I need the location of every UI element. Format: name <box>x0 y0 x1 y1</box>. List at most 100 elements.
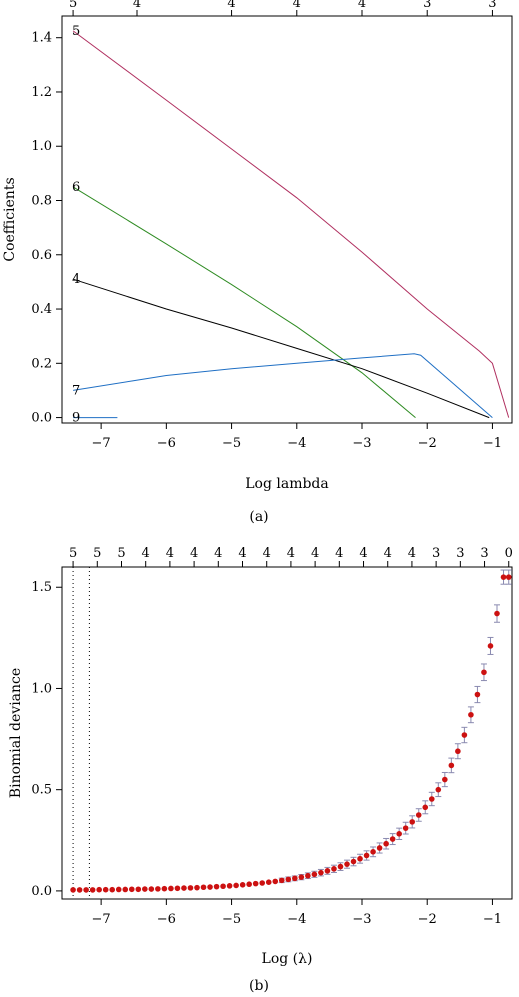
data-point <box>194 884 200 891</box>
x-tick-label: −2 <box>418 912 437 927</box>
top-tick-label: 4 <box>335 546 343 561</box>
data-point <box>135 886 142 893</box>
panel-a-y-axis: 0.0 0.2 0.4 0.6 0.8 1.0 1.2 1.4 <box>31 31 62 426</box>
data-point <box>500 574 507 580</box>
data-point <box>383 840 389 847</box>
y-tick-label: 0.6 <box>31 248 52 263</box>
x-tick-label: −1 <box>483 912 502 927</box>
top-tick-label: 3 <box>488 0 496 11</box>
data-point <box>389 836 396 842</box>
data-point <box>239 882 246 888</box>
top-tick-label: 4 <box>133 0 141 11</box>
data-point <box>122 886 129 893</box>
y-tick-label: 0.2 <box>31 356 52 371</box>
data-point <box>168 885 174 892</box>
x-tick-label: −4 <box>287 912 306 927</box>
top-tick-label: 4 <box>293 0 301 11</box>
data-point <box>396 831 402 837</box>
top-tick-label: 4 <box>214 546 222 561</box>
data-point <box>435 786 442 793</box>
data-point <box>415 812 422 818</box>
panel-b-caption: (b) <box>249 978 269 994</box>
top-tick-label: 4 <box>311 546 319 561</box>
top-tick-label: 4 <box>142 546 150 561</box>
data-point <box>259 880 266 886</box>
top-tick-label: 5 <box>93 546 101 561</box>
data-point <box>344 861 350 867</box>
panel-b-x-axis: −7 −6 −5 −4 −3 −2 −1 <box>92 899 502 927</box>
data-point <box>487 643 494 649</box>
data-point <box>246 881 252 888</box>
panel-a-plot-frame <box>61 15 513 424</box>
x-tick-label: −7 <box>92 436 111 451</box>
top-tick-label: 4 <box>190 546 198 561</box>
panel-a-caption: (a) <box>249 509 268 525</box>
data-point <box>226 883 233 889</box>
panel-a-top-axis: 5 4 4 4 4 3 3 <box>69 0 497 16</box>
series-end-label: 5 <box>72 24 80 39</box>
data-point <box>115 886 122 893</box>
data-point <box>331 866 337 872</box>
panel-b-cv-deviance: −7 −6 −5 −4 −3 −2 −1 0.0 0.5 1.0 1.5 5 5 5 4 4 4 4 4 4 4 4 4… <box>8 546 513 994</box>
x-tick-label: −6 <box>157 912 176 927</box>
series-line-7 <box>73 353 493 418</box>
data-point <box>76 887 83 893</box>
data-point <box>102 886 109 893</box>
y-tick-label: 1.5 <box>31 580 52 595</box>
data-point <box>207 884 213 890</box>
x-tick-label: −7 <box>92 912 111 927</box>
data-point <box>409 819 416 825</box>
data-point <box>428 796 435 802</box>
x-tick-label: −5 <box>222 912 241 927</box>
data-point <box>128 886 135 893</box>
data-point <box>318 869 324 876</box>
series-line-5 <box>72 30 510 418</box>
panel-b-plot-frame <box>61 566 513 900</box>
data-point <box>305 872 311 879</box>
data-point <box>442 776 448 783</box>
data-point <box>187 885 194 891</box>
y-tick-label: 1.2 <box>31 85 52 100</box>
y-tick-label: 0.0 <box>31 411 52 426</box>
data-point <box>324 868 331 874</box>
data-point <box>474 691 481 698</box>
data-point <box>96 886 102 893</box>
panel-b-top-axis: 5 5 5 4 4 4 4 4 4 4 4 4 4 4 4 3 3 3 0 <box>69 546 513 567</box>
top-tick-label: 3 <box>480 546 488 561</box>
x-tick-label: −6 <box>157 436 176 451</box>
y-tick-label: 0.4 <box>31 302 52 317</box>
series-end-label: 6 <box>72 180 80 195</box>
data-point <box>181 885 187 891</box>
top-tick-label: 4 <box>408 546 416 561</box>
series-end-label: 9 <box>72 411 80 426</box>
top-tick-label: 4 <box>263 546 271 561</box>
data-point <box>298 874 305 880</box>
panel-a-y-axis-title: Coefficients <box>2 177 18 261</box>
y-tick-label: 0.5 <box>31 783 52 798</box>
top-tick-label: 4 <box>358 0 366 11</box>
series-line-6 <box>72 186 416 418</box>
y-tick-label: 1.0 <box>31 681 52 696</box>
panel-a-x-axis-title: Log lambda <box>245 476 329 492</box>
data-point <box>370 849 376 855</box>
data-point <box>142 886 148 892</box>
top-tick-label: 3 <box>423 0 431 11</box>
y-tick-label: 1.0 <box>31 139 52 154</box>
data-point <box>278 877 285 884</box>
data-point <box>357 855 363 862</box>
y-tick-label: 0.8 <box>31 194 52 209</box>
data-point <box>337 863 344 870</box>
panel-b-y-axis-title: Binomial deviance <box>8 668 24 798</box>
top-tick-label: 4 <box>384 546 392 561</box>
data-point <box>213 883 220 890</box>
series-line-4 <box>72 278 490 419</box>
data-point <box>422 804 429 811</box>
y-tick-label: 1.4 <box>31 31 52 46</box>
panel-b-lambda-reference-lines <box>72 567 90 899</box>
top-tick-label: 3 <box>456 546 464 561</box>
data-point <box>174 885 181 892</box>
x-tick-label: −4 <box>287 436 306 451</box>
data-point <box>83 887 89 893</box>
data-point <box>292 875 298 882</box>
